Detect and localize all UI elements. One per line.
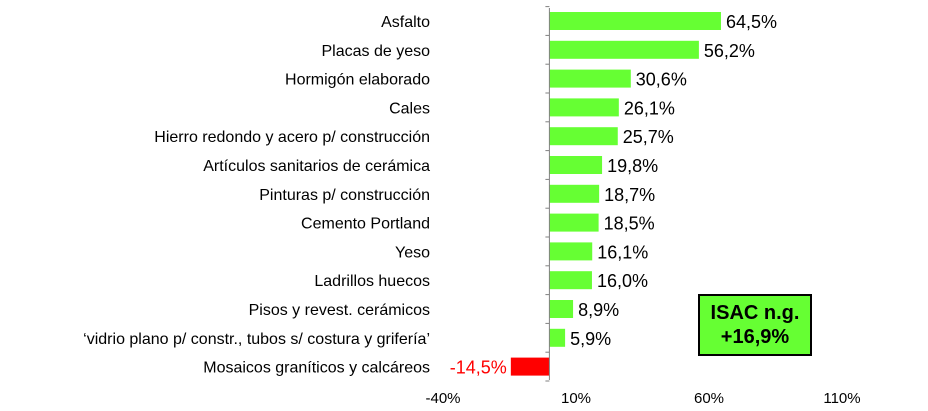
bars-layer [510, 12, 721, 376]
x-tick-label: -40% [425, 390, 460, 407]
category-label: Asfalto [381, 14, 430, 31]
value-label: 16,0% [597, 271, 648, 291]
bar-4 [549, 98, 619, 117]
category-label: Ladrillos huecos [314, 273, 430, 290]
category-label: Placas de yeso [321, 43, 430, 60]
value-label: 26,1% [624, 98, 675, 118]
bar-12 [549, 328, 566, 347]
category-label: Cemento Portland [301, 216, 430, 233]
category-label: Cales [389, 100, 430, 117]
value-label: 18,7% [604, 185, 655, 205]
axis-layer [545, 6, 550, 382]
category-label: Artículos sanitarios de cerámica [203, 158, 430, 175]
bar-8 [549, 213, 599, 232]
bar-9 [549, 242, 593, 261]
bar-3 [549, 69, 631, 88]
category-label: Yeso [395, 244, 430, 261]
bar-10 [549, 271, 592, 290]
category-label: Hormigón elaborado [285, 72, 430, 89]
isac-annotation-value: +16,9% [720, 326, 790, 348]
category-label: Mosaicos graníticos y calcáreos [203, 360, 430, 377]
value-label: 19,8% [607, 156, 658, 176]
category-label: Pisos y revest. cerámicos [249, 302, 430, 319]
bar-11 [549, 300, 574, 318]
isac-annotation-title: ISAC n.g. [710, 302, 800, 324]
category-label: ‘vidrio plano p/ constr., tubos s/ costu… [83, 331, 430, 348]
bar-13 [510, 357, 550, 376]
value-label: 25,7% [623, 127, 674, 147]
value-label: 56,2% [704, 41, 755, 61]
value-label: 16,1% [597, 242, 648, 262]
bar-5 [549, 127, 618, 146]
category-label: Hierro redondo y acero p/ construcción [154, 129, 430, 146]
x-tick-label: 10% [561, 390, 591, 407]
x-tick-label: 110% [823, 390, 860, 407]
value-label: 5,9% [570, 329, 611, 349]
x-tick-label: 60% [694, 390, 724, 407]
bar-1 [549, 12, 721, 30]
bar-6 [549, 156, 603, 174]
isac-annotation-box: ISAC n.g. +16,9% [698, 294, 812, 356]
bar-2 [549, 40, 699, 59]
value-label: -14,5% [450, 358, 507, 378]
value-label: 18,5% [604, 214, 655, 234]
value-label: 30,6% [636, 70, 687, 90]
value-label: 64,5% [726, 12, 777, 32]
bar-7 [549, 184, 600, 203]
labels-layer: Asfalto 64,5% Placas de yeso 56,2% Hormigón … [83, 12, 860, 407]
category-label: Pinturas p/ construcción [259, 187, 430, 204]
value-label: 8,9% [578, 300, 619, 320]
